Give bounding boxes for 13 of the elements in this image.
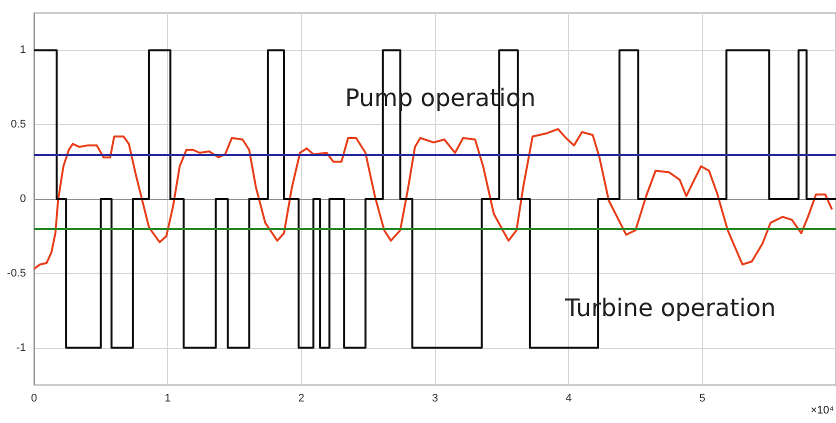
y-tick-label: 0.5 bbox=[10, 118, 26, 131]
y-tick-label: -1 bbox=[16, 342, 26, 354]
x-tick-label: 3 bbox=[432, 392, 438, 404]
x-tick-label: 0 bbox=[30, 392, 38, 404]
x-tick-label: 4 bbox=[566, 392, 572, 404]
y-tick-label: -0.5 bbox=[7, 267, 26, 280]
line-series bbox=[33, 128, 833, 270]
y-tick-label: 1 bbox=[20, 44, 26, 56]
text: ×10⁴ bbox=[810, 404, 834, 416]
x-tick-label: 2 bbox=[298, 392, 304, 404]
x-tick-label: 5 bbox=[699, 392, 706, 404]
y-tick-label: 0 bbox=[20, 193, 26, 205]
x-tick-label: 1 bbox=[164, 392, 171, 404]
